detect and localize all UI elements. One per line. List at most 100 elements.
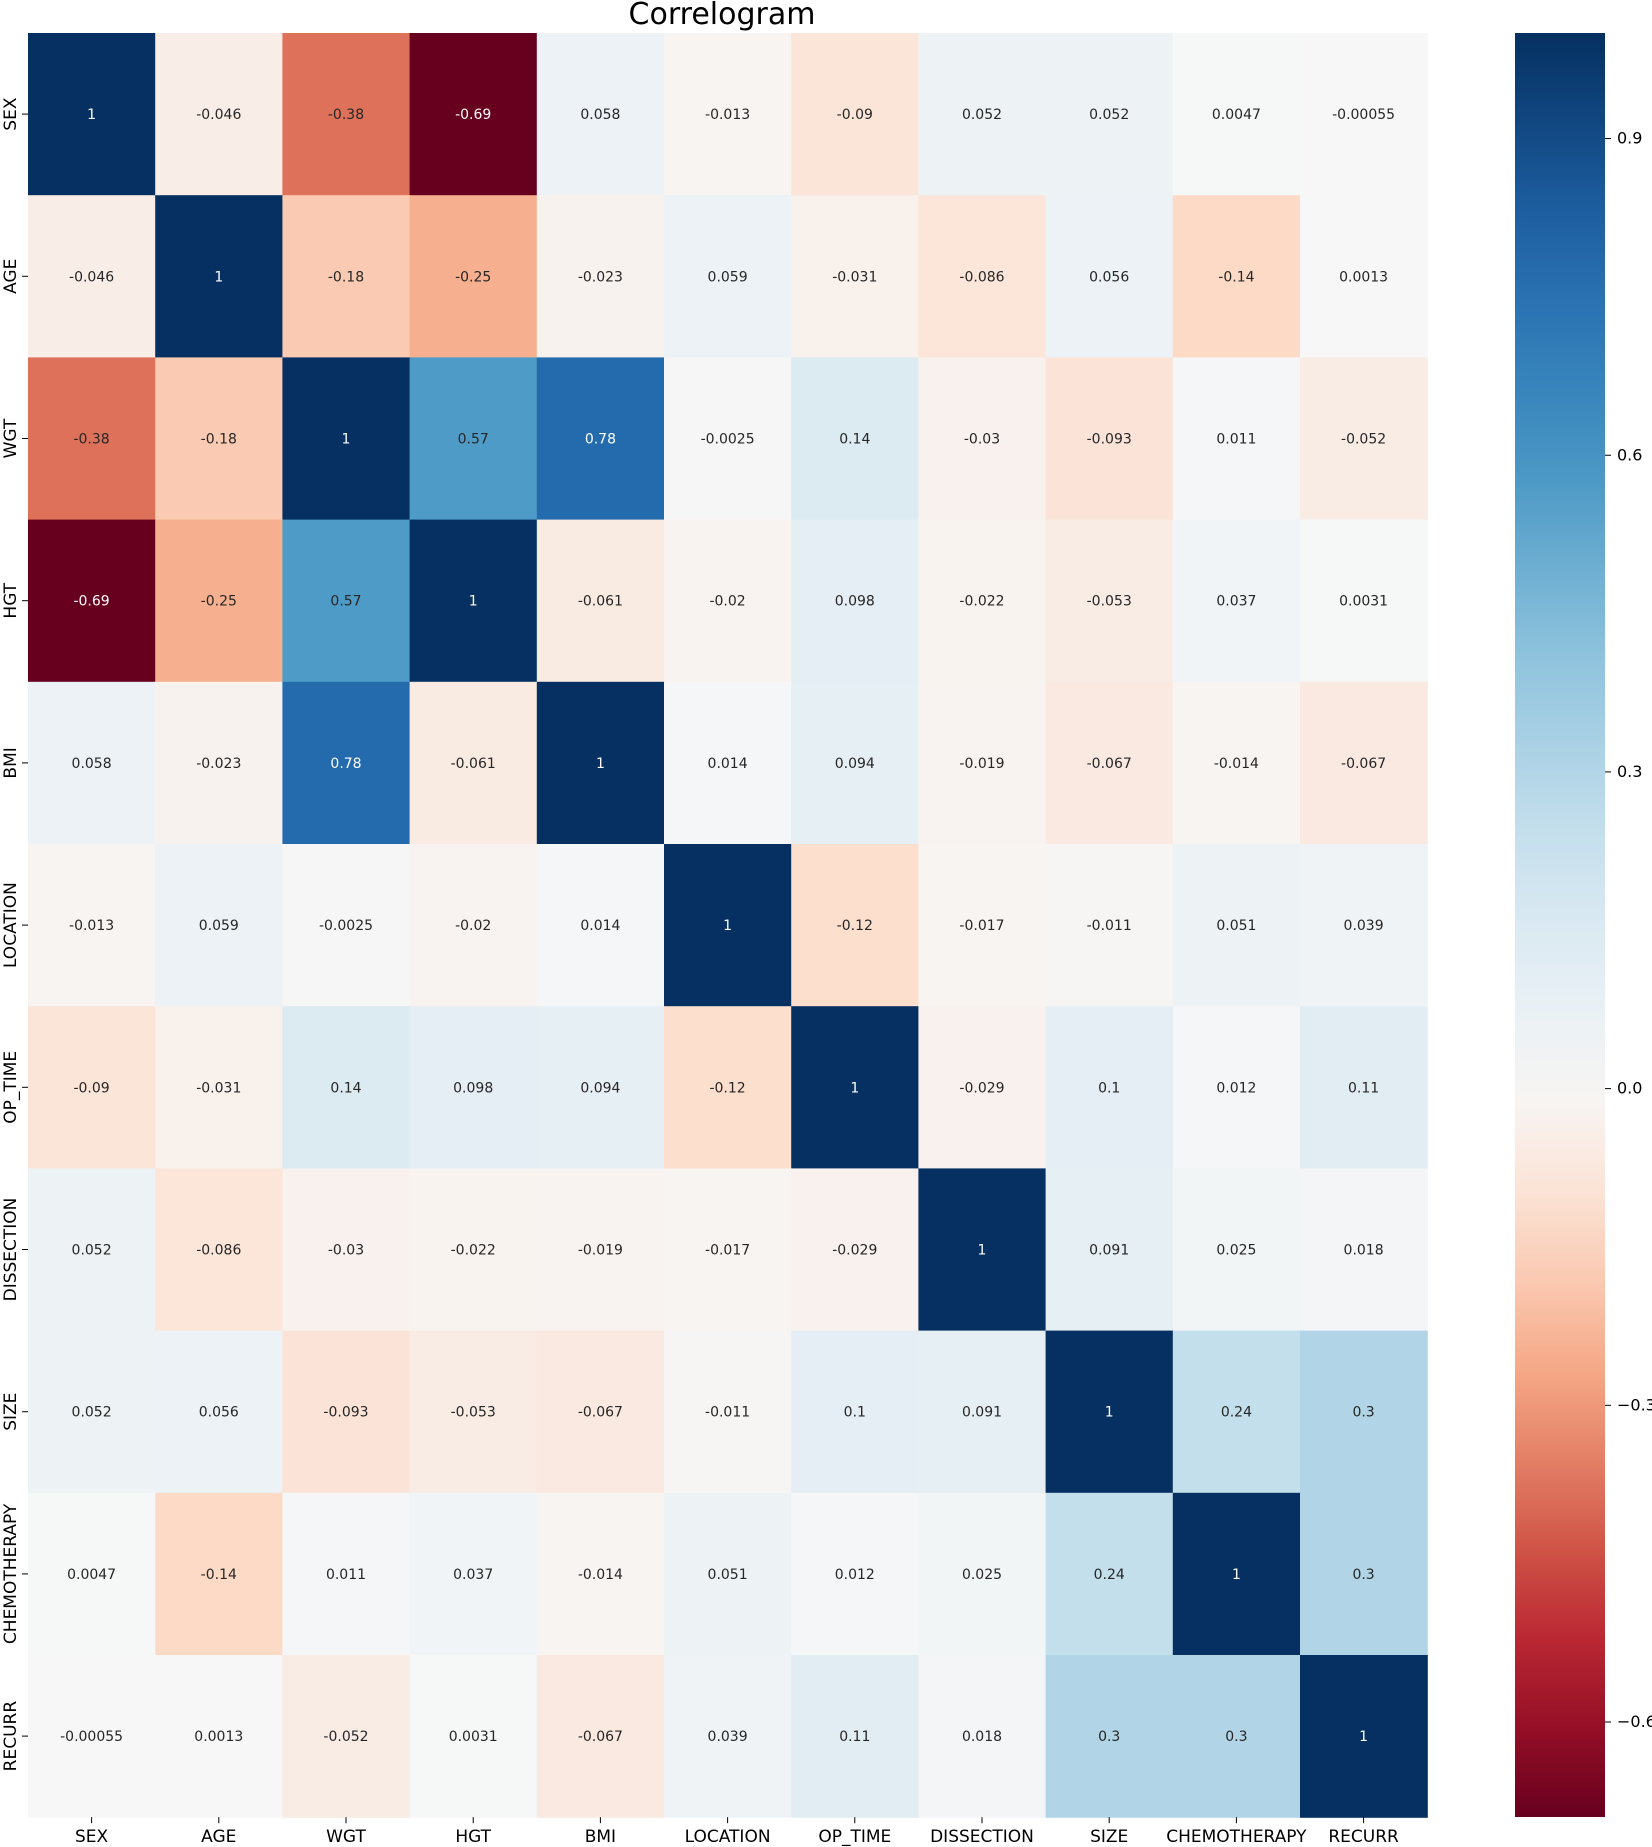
cell-value-label: 0.058	[72, 756, 112, 772]
cell-value-label: 0.3	[1352, 1405, 1374, 1421]
heatmap-cell	[155, 1655, 283, 1818]
cell-value-label: -0.02	[455, 918, 491, 934]
heatmap-cell	[282, 1655, 411, 1818]
cell-value-label: 0.052	[72, 1243, 112, 1259]
heatmap-cell	[282, 681, 411, 845]
x-tick-label: CHEMOTHERAPY	[1166, 1827, 1307, 1847]
heatmap-cell-labels: 1 -0.046 -0.38 -0.69 0.058 -0.013 -0.09 0.052 0.…	[60, 107, 1395, 1745]
y-tick-label: DISSECTION	[1, 1198, 21, 1302]
heatmap-cell	[282, 1168, 411, 1332]
heatmap-cell	[664, 33, 792, 196]
x-tick-label: OP_TIME	[818, 1827, 891, 1847]
cell-value-label: 0.0047	[67, 1567, 116, 1583]
x-tick-label: BMI	[585, 1827, 616, 1847]
heatmap-cell	[282, 1330, 411, 1494]
cell-value-label: -0.38	[328, 107, 364, 123]
heatmap-cell	[1300, 195, 1428, 358]
heatmap-cell	[409, 195, 538, 358]
heatmap-cell	[155, 681, 283, 845]
heatmap-cell	[155, 195, 283, 358]
heatmap-cell	[536, 1492, 665, 1656]
heatmap-cell	[1172, 1168, 1301, 1332]
heatmap-cell	[791, 519, 919, 683]
heatmap-cell	[664, 1492, 792, 1656]
x-tick-label: HGT	[455, 1827, 491, 1847]
heatmap-cell	[664, 195, 792, 358]
cell-value-label: -0.03	[328, 1243, 364, 1259]
colorbar	[1515, 33, 1605, 1817]
heatmap-cell	[282, 195, 411, 358]
x-tick-label: DISSECTION	[930, 1827, 1034, 1847]
y-tick-label: RECURR	[1, 1701, 21, 1772]
cell-value-label: -0.061	[451, 756, 496, 772]
cell-value-label: -0.38	[73, 432, 109, 448]
cell-value-label: -0.00055	[60, 1729, 123, 1745]
cell-value-label: -0.093	[1087, 432, 1132, 448]
heatmap-cell	[1172, 844, 1301, 1007]
y-tick-label: HGT	[1, 582, 21, 618]
heatmap-cell	[282, 519, 411, 683]
cell-value-label: -0.14	[201, 1567, 237, 1583]
heatmap-cell	[664, 1168, 792, 1332]
heatmap-cell	[1300, 1655, 1428, 1818]
cell-value-label: 0.039	[1344, 918, 1384, 934]
y-tick-label: SIZE	[1, 1393, 21, 1431]
heatmap-cell	[409, 1492, 538, 1656]
heatmap-cell	[28, 1330, 156, 1494]
cell-value-label: 0.059	[199, 918, 239, 934]
cell-value-label: -0.12	[837, 918, 873, 934]
heatmap-cell	[791, 681, 919, 845]
heatmap-cell	[155, 1006, 283, 1169]
heatmap-cell	[1045, 1330, 1174, 1494]
heatmap-cell	[409, 1330, 538, 1494]
cell-value-label: -0.067	[578, 1729, 623, 1745]
heatmap-cell	[536, 33, 665, 196]
cell-value-label: -0.017	[959, 918, 1004, 934]
cell-value-label: 0.052	[962, 107, 1002, 123]
heatmap-cell	[1300, 357, 1428, 521]
x-tick-label: WGT	[326, 1827, 366, 1847]
heatmap-cell	[536, 195, 665, 358]
cell-value-label: -0.023	[578, 269, 623, 285]
heatmap-cell	[28, 519, 156, 683]
heatmap-cell	[409, 1655, 538, 1818]
cell-value-label: -0.053	[1087, 594, 1132, 610]
heatmap-cell	[1045, 1492, 1174, 1656]
cell-value-label: 0.1	[1098, 1080, 1120, 1096]
cell-value-label: -0.086	[959, 269, 1004, 285]
heatmap-cell	[1045, 357, 1174, 521]
heatmap-cell	[155, 1492, 283, 1656]
cell-value-label: 0.052	[72, 1405, 112, 1421]
heatmap-cell	[791, 1168, 919, 1332]
cell-value-label: 0.0013	[1339, 269, 1388, 285]
cell-value-label: 0.14	[330, 1080, 361, 1096]
heatmap-cell	[664, 519, 792, 683]
cell-value-label: 0.0031	[1339, 594, 1388, 610]
cell-value-label: 0.025	[1216, 1243, 1256, 1259]
heatmap-cell	[1172, 681, 1301, 845]
cell-value-label: 0.014	[708, 756, 748, 772]
cell-value-label: -0.019	[578, 1243, 623, 1259]
heatmap-cell	[1300, 844, 1428, 1007]
heatmap-cell	[791, 1492, 919, 1656]
cell-value-label: 0.056	[199, 1405, 239, 1421]
heatmap-cell	[918, 844, 1047, 1007]
heatmap-cell	[1045, 519, 1174, 683]
cell-value-label: 0.058	[580, 107, 620, 123]
y-axis-tick-labels: SEX AGE WGT HGT BMI LOCATION OP_TIME DISSECTION…	[1, 97, 28, 1771]
heatmap-cell	[1172, 519, 1301, 683]
heatmap-cell	[918, 33, 1047, 196]
cell-value-label: 0.14	[839, 432, 870, 448]
cell-value-label: -0.09	[837, 107, 873, 123]
cell-value-label: 0.098	[453, 1080, 493, 1096]
heatmap-cell	[918, 1330, 1047, 1494]
cell-value-label: -0.014	[1214, 756, 1259, 772]
cell-value-label: 0.094	[835, 756, 875, 772]
cell-value-label: -0.046	[69, 269, 114, 285]
cell-value-label: -0.046	[196, 107, 241, 123]
x-tick-label: SIZE	[1090, 1827, 1128, 1847]
heatmap-cell	[1300, 1330, 1428, 1494]
cell-value-label: -0.25	[455, 269, 491, 285]
cell-value-label: -0.013	[69, 918, 114, 934]
heatmap-cell	[28, 1168, 156, 1332]
